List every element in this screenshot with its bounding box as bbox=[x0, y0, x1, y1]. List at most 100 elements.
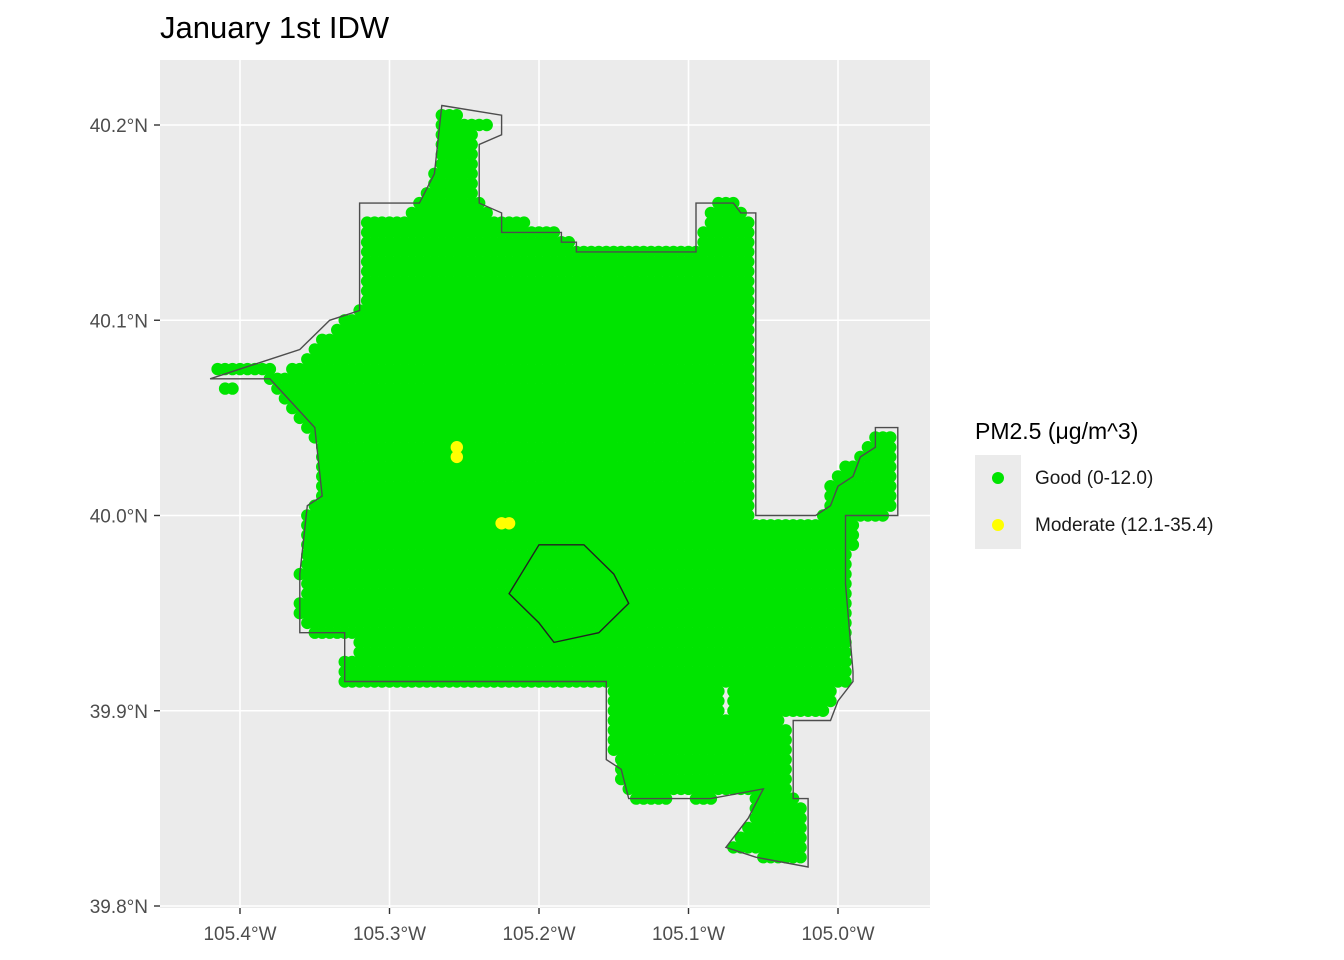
data-point-good bbox=[465, 187, 478, 200]
data-point-good bbox=[884, 450, 897, 464]
data-point-good bbox=[742, 392, 755, 405]
data-point-good bbox=[742, 323, 755, 337]
data-point-good bbox=[884, 489, 897, 503]
data-point-good bbox=[742, 401, 755, 415]
data-point-good bbox=[779, 743, 792, 756]
data-point-good bbox=[263, 362, 277, 376]
data-point-good bbox=[465, 148, 478, 161]
legend-item-good: Good (0-12.0) bbox=[975, 455, 1214, 502]
x-tick-label: 105.0°W bbox=[801, 924, 874, 945]
data-point-good bbox=[742, 480, 755, 493]
data-point-good bbox=[846, 538, 860, 551]
y-tick-label: 40.1°N bbox=[90, 311, 148, 332]
data-point-good bbox=[779, 733, 792, 747]
data-point-good bbox=[742, 304, 755, 317]
x-tick-label: 105.1°W bbox=[652, 924, 725, 945]
data-point-good bbox=[742, 450, 755, 464]
data-point-good bbox=[465, 138, 478, 151]
data-point-good bbox=[742, 294, 755, 307]
data-point-good bbox=[772, 714, 785, 727]
data-point-good bbox=[742, 489, 755, 503]
data-point-good bbox=[794, 841, 807, 854]
data-point-good bbox=[742, 226, 755, 239]
data-point-good bbox=[742, 236, 755, 249]
legend-dot-moderate bbox=[992, 519, 1004, 531]
data-point-good bbox=[839, 646, 852, 659]
legend: PM2.5 (μg/m^3) Good (0-12.0) Moderate (1… bbox=[975, 418, 1214, 549]
data-point-good bbox=[517, 216, 531, 229]
data-point-good bbox=[884, 431, 897, 444]
data-point-good bbox=[794, 851, 807, 864]
data-points bbox=[211, 109, 897, 864]
data-point-good bbox=[884, 499, 897, 512]
legend-key-good bbox=[975, 455, 1021, 502]
data-point-good bbox=[824, 694, 837, 708]
data-point-good bbox=[742, 343, 755, 356]
x-tick-label: 105.3°W bbox=[353, 924, 426, 945]
data-point-good bbox=[884, 470, 897, 483]
data-point-good bbox=[839, 587, 852, 600]
data-point-good bbox=[742, 499, 755, 512]
data-point-good bbox=[884, 480, 897, 493]
data-point-good bbox=[480, 206, 493, 220]
data-point-good bbox=[884, 441, 897, 454]
data-point-moderate bbox=[450, 441, 463, 454]
data-point-moderate bbox=[450, 450, 463, 464]
data-point-good bbox=[846, 528, 860, 542]
data-point-good bbox=[742, 411, 755, 425]
data-point-good bbox=[465, 177, 478, 190]
data-point-good bbox=[779, 782, 792, 796]
data-point-good bbox=[712, 694, 725, 708]
data-point-good bbox=[742, 275, 755, 288]
city-boundary bbox=[209, 104, 899, 868]
data-point-good bbox=[742, 245, 755, 259]
data-point-good bbox=[480, 118, 493, 132]
y-tick-label: 39.9°N bbox=[90, 702, 148, 723]
legend-key-moderate bbox=[975, 502, 1021, 549]
y-axis: 39.8°N 39.9°N 40.0°N 40.1°N 40.2°N bbox=[90, 116, 160, 918]
data-point-good bbox=[742, 509, 755, 522]
data-point-good bbox=[816, 704, 830, 717]
inner-boundary bbox=[508, 544, 630, 644]
data-point-good bbox=[465, 157, 478, 171]
data-point-good bbox=[779, 724, 792, 737]
data-point-good bbox=[742, 372, 755, 385]
data-point-good bbox=[839, 675, 852, 688]
data-point-good bbox=[742, 314, 755, 327]
data-point-good bbox=[465, 128, 478, 141]
data-point-good bbox=[742, 255, 755, 268]
legend-dot-good bbox=[992, 472, 1004, 484]
data-point-good bbox=[742, 333, 755, 346]
data-point-good bbox=[742, 460, 755, 473]
legend-item-moderate: Moderate (12.1-35.4) bbox=[975, 502, 1214, 549]
data-point-good bbox=[794, 802, 807, 815]
legend-label-good: Good (0-12.0) bbox=[1035, 467, 1154, 489]
data-point-good bbox=[839, 655, 852, 669]
legend-label-moderate: Moderate (12.1-35.4) bbox=[1035, 514, 1214, 536]
data-point-good bbox=[450, 109, 463, 122]
data-point-good bbox=[779, 763, 792, 776]
y-tick-label: 39.8°N bbox=[90, 897, 148, 918]
y-tick-label: 40.0°N bbox=[90, 507, 148, 528]
data-point-good bbox=[742, 382, 755, 395]
boundary-outline bbox=[209, 104, 899, 868]
data-point-good bbox=[742, 441, 755, 454]
data-point-good bbox=[794, 811, 807, 825]
data-point-good bbox=[779, 772, 792, 786]
data-point-good bbox=[839, 597, 852, 610]
data-point-moderate bbox=[502, 517, 516, 530]
data-point-good bbox=[824, 685, 837, 698]
data-point-good bbox=[794, 821, 807, 835]
data-point-good bbox=[712, 685, 725, 698]
x-tick-label: 105.4°W bbox=[203, 924, 276, 945]
data-point-good bbox=[839, 626, 852, 639]
data-point-good bbox=[742, 216, 755, 229]
y-tick-label: 40.2°N bbox=[90, 116, 148, 137]
data-point-good bbox=[742, 362, 755, 376]
data-point-good bbox=[742, 431, 755, 444]
data-point-good bbox=[742, 421, 755, 434]
data-point-good bbox=[465, 167, 478, 180]
data-point-good bbox=[712, 704, 725, 717]
data-point-good bbox=[884, 460, 897, 473]
